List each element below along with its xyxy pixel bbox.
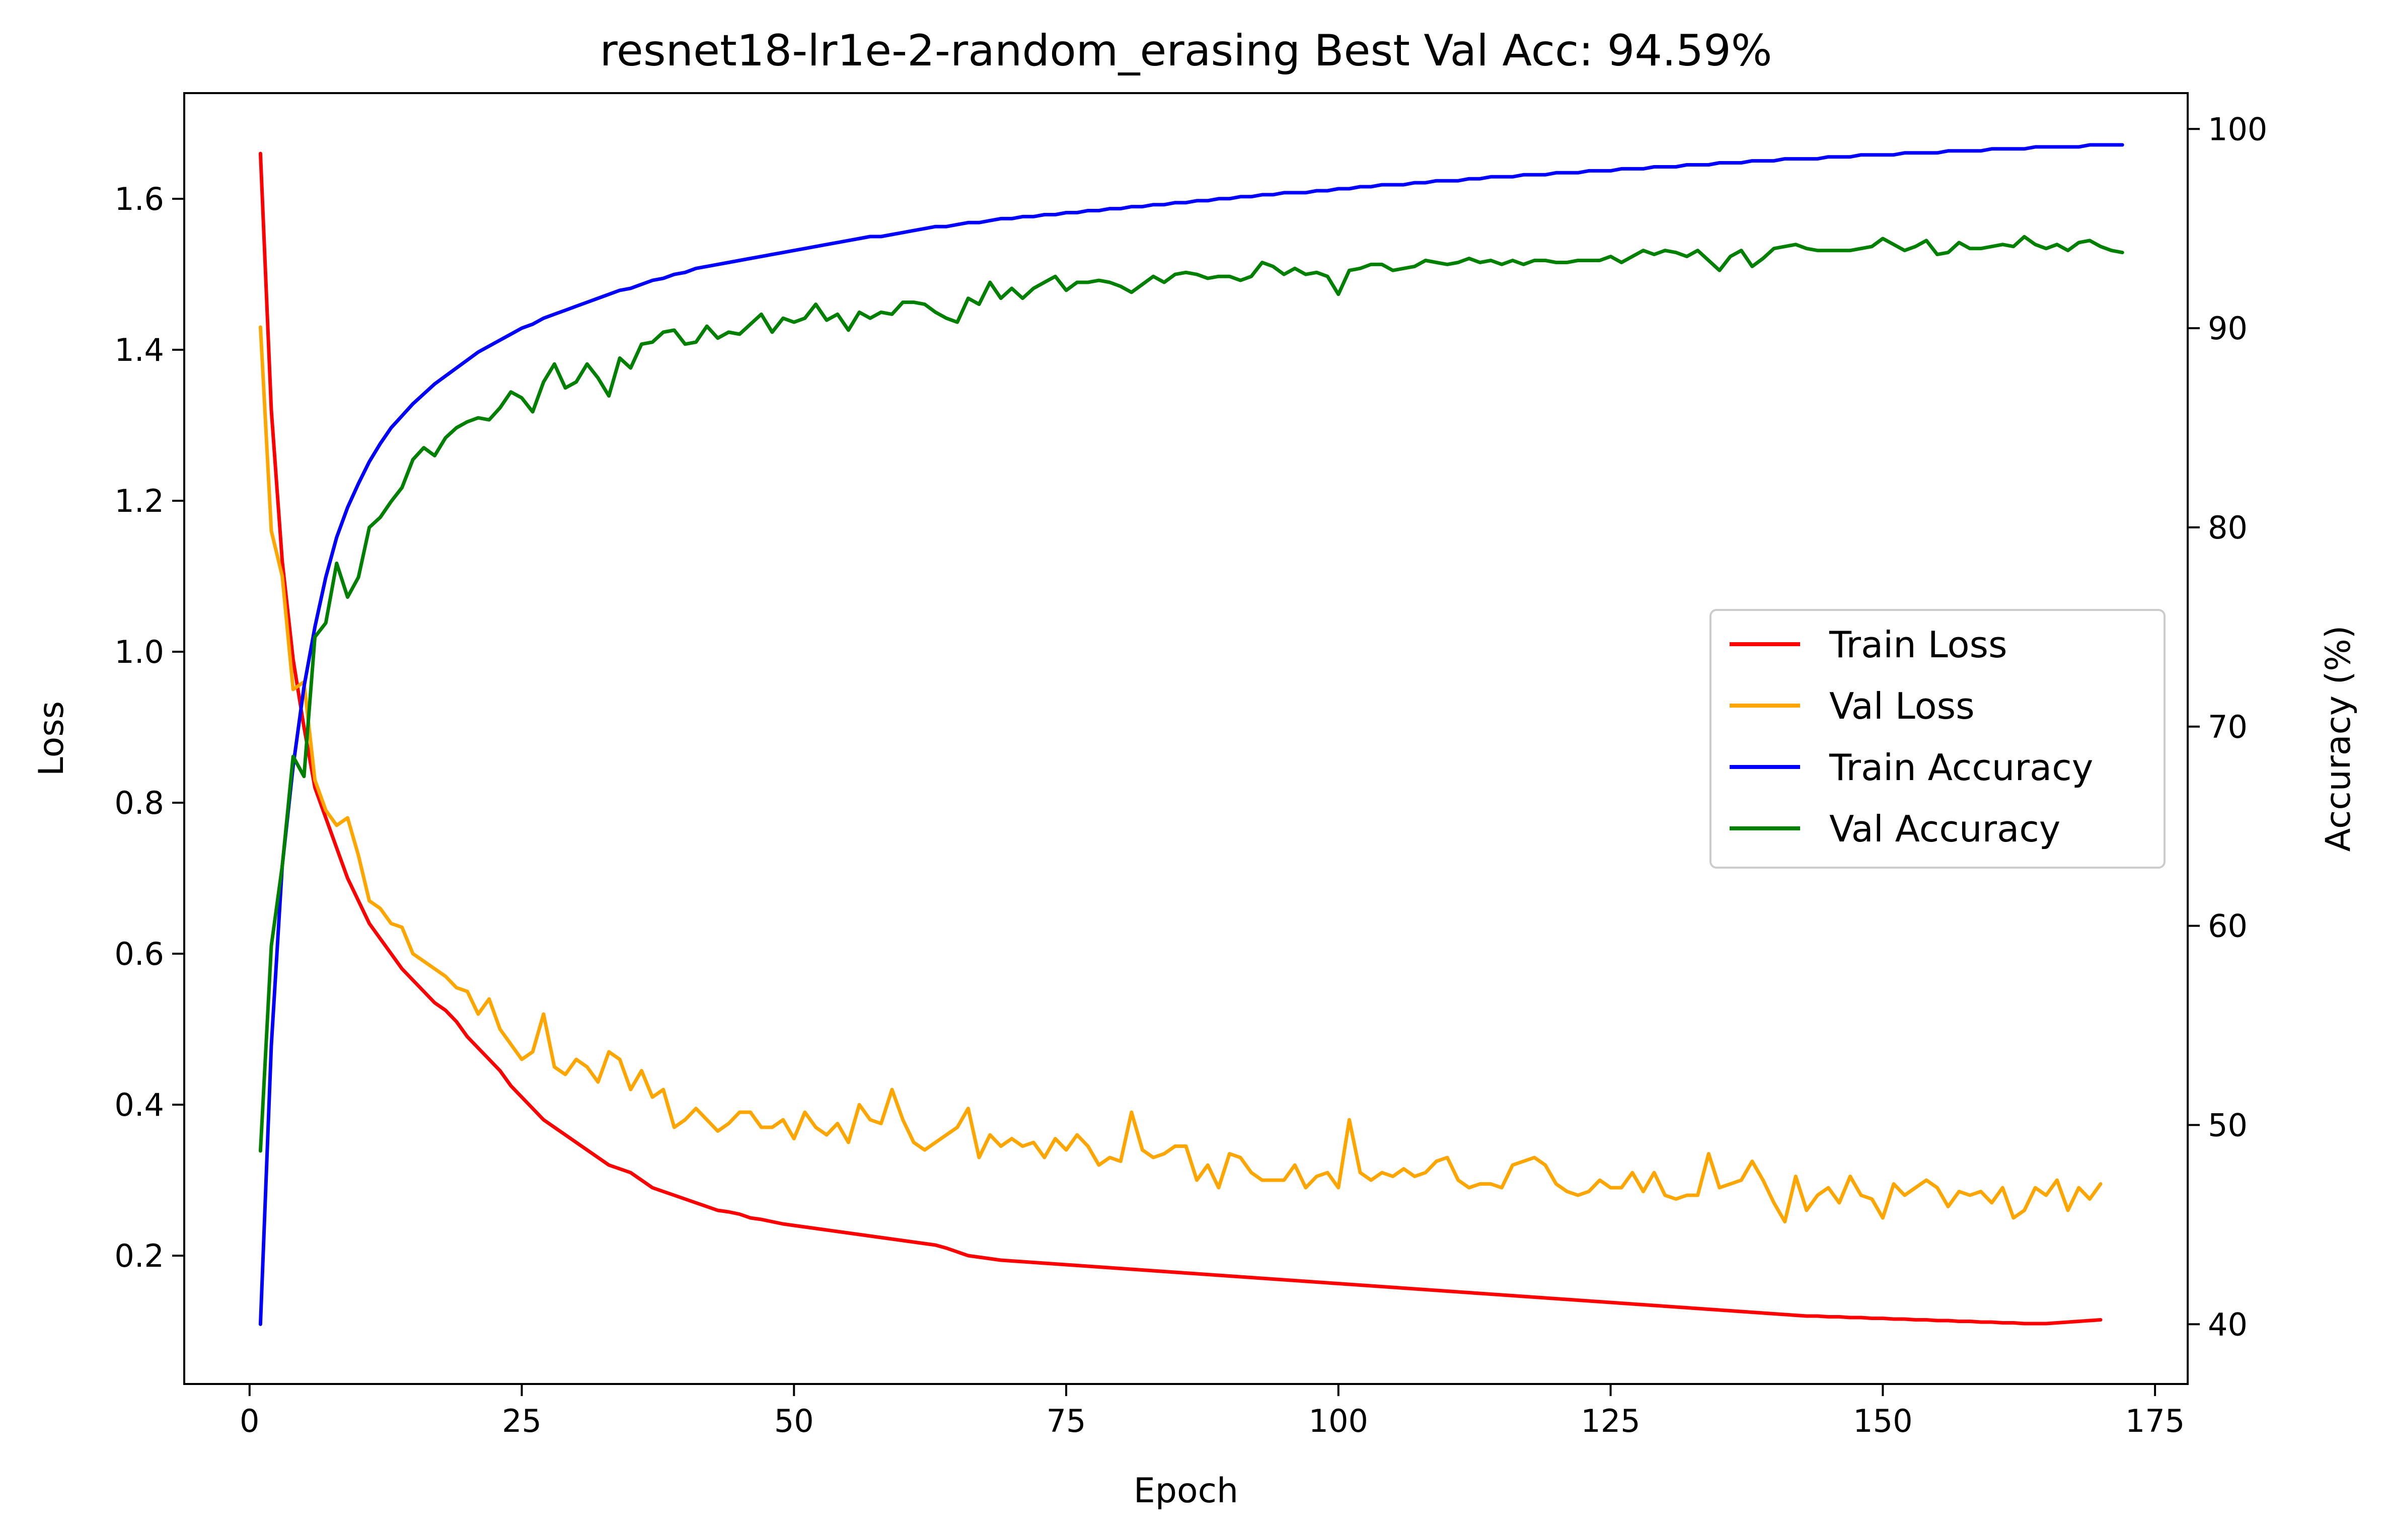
right-y-tick-label: 50 <box>2208 1107 2248 1143</box>
x-axis-ticks: 0 25 50 75 100 125 150 175 <box>240 1384 2185 1439</box>
series-line-train-accuracy <box>258 143 2124 1326</box>
right-y-tick-label: 100 <box>2208 111 2267 147</box>
left-y-tick-label: 0.2 <box>114 1238 164 1274</box>
legend-box <box>1709 609 2166 869</box>
x-tick-label: 0 <box>240 1403 259 1439</box>
series-line-val-loss <box>258 325 2103 1223</box>
x-tick-label: 175 <box>2125 1403 2185 1439</box>
left-y-axis-label: Loss <box>32 701 71 776</box>
series-layer <box>258 143 2124 1326</box>
x-axis-label: Epoch <box>1134 1471 1238 1511</box>
right-y-tick-label: 90 <box>2208 310 2248 347</box>
chart-title: resnet18-lr1e-2-random_erasing Best Val … <box>600 26 1772 76</box>
plot-frame <box>183 92 2189 1385</box>
left-y-tick-label: 0.8 <box>114 785 164 821</box>
x-tick-label: 125 <box>1581 1403 1640 1439</box>
legend-label-val-loss: Val Loss <box>1829 685 1975 727</box>
legend-label-val-accuracy: Val Accuracy <box>1829 808 2060 850</box>
legend-label-train-loss: Train Loss <box>1829 624 2007 666</box>
left-y-axis-ticks: 0.2 0.4 0.6 0.8 1.0 1.2 1.4 1.6 <box>114 181 184 1274</box>
right-y-tick-label: 60 <box>2208 908 2248 945</box>
right-y-axis-label: Accuracy (%) <box>2319 626 2358 852</box>
series-line-train-loss <box>258 151 2103 1326</box>
legend-label-train-accuracy: Train Accuracy <box>1829 746 2093 789</box>
left-y-tick-label: 1.2 <box>114 483 164 519</box>
x-tick-label: 50 <box>774 1403 814 1439</box>
series-line-val-accuracy <box>258 235 2124 1153</box>
x-tick-label: 100 <box>1309 1403 1368 1439</box>
right-y-axis-ticks: 40 50 60 70 80 90 100 <box>2188 111 2267 1343</box>
left-y-tick-label: 0.6 <box>114 936 164 972</box>
left-y-tick-label: 1.0 <box>114 634 164 670</box>
legend: Train Loss Val Loss Train Accuracy Val Accu… <box>1709 609 2166 869</box>
right-y-tick-label: 80 <box>2208 509 2248 546</box>
right-y-tick-label: 70 <box>2208 709 2248 745</box>
x-tick-label: 25 <box>502 1403 542 1439</box>
x-tick-label: 75 <box>1047 1403 1086 1439</box>
left-y-tick-label: 1.6 <box>114 181 164 217</box>
x-tick-label: 150 <box>1853 1403 1912 1439</box>
right-y-tick-label: 40 <box>2208 1306 2248 1343</box>
left-y-tick-label: 0.4 <box>114 1087 164 1123</box>
left-y-tick-label: 1.4 <box>114 332 164 368</box>
